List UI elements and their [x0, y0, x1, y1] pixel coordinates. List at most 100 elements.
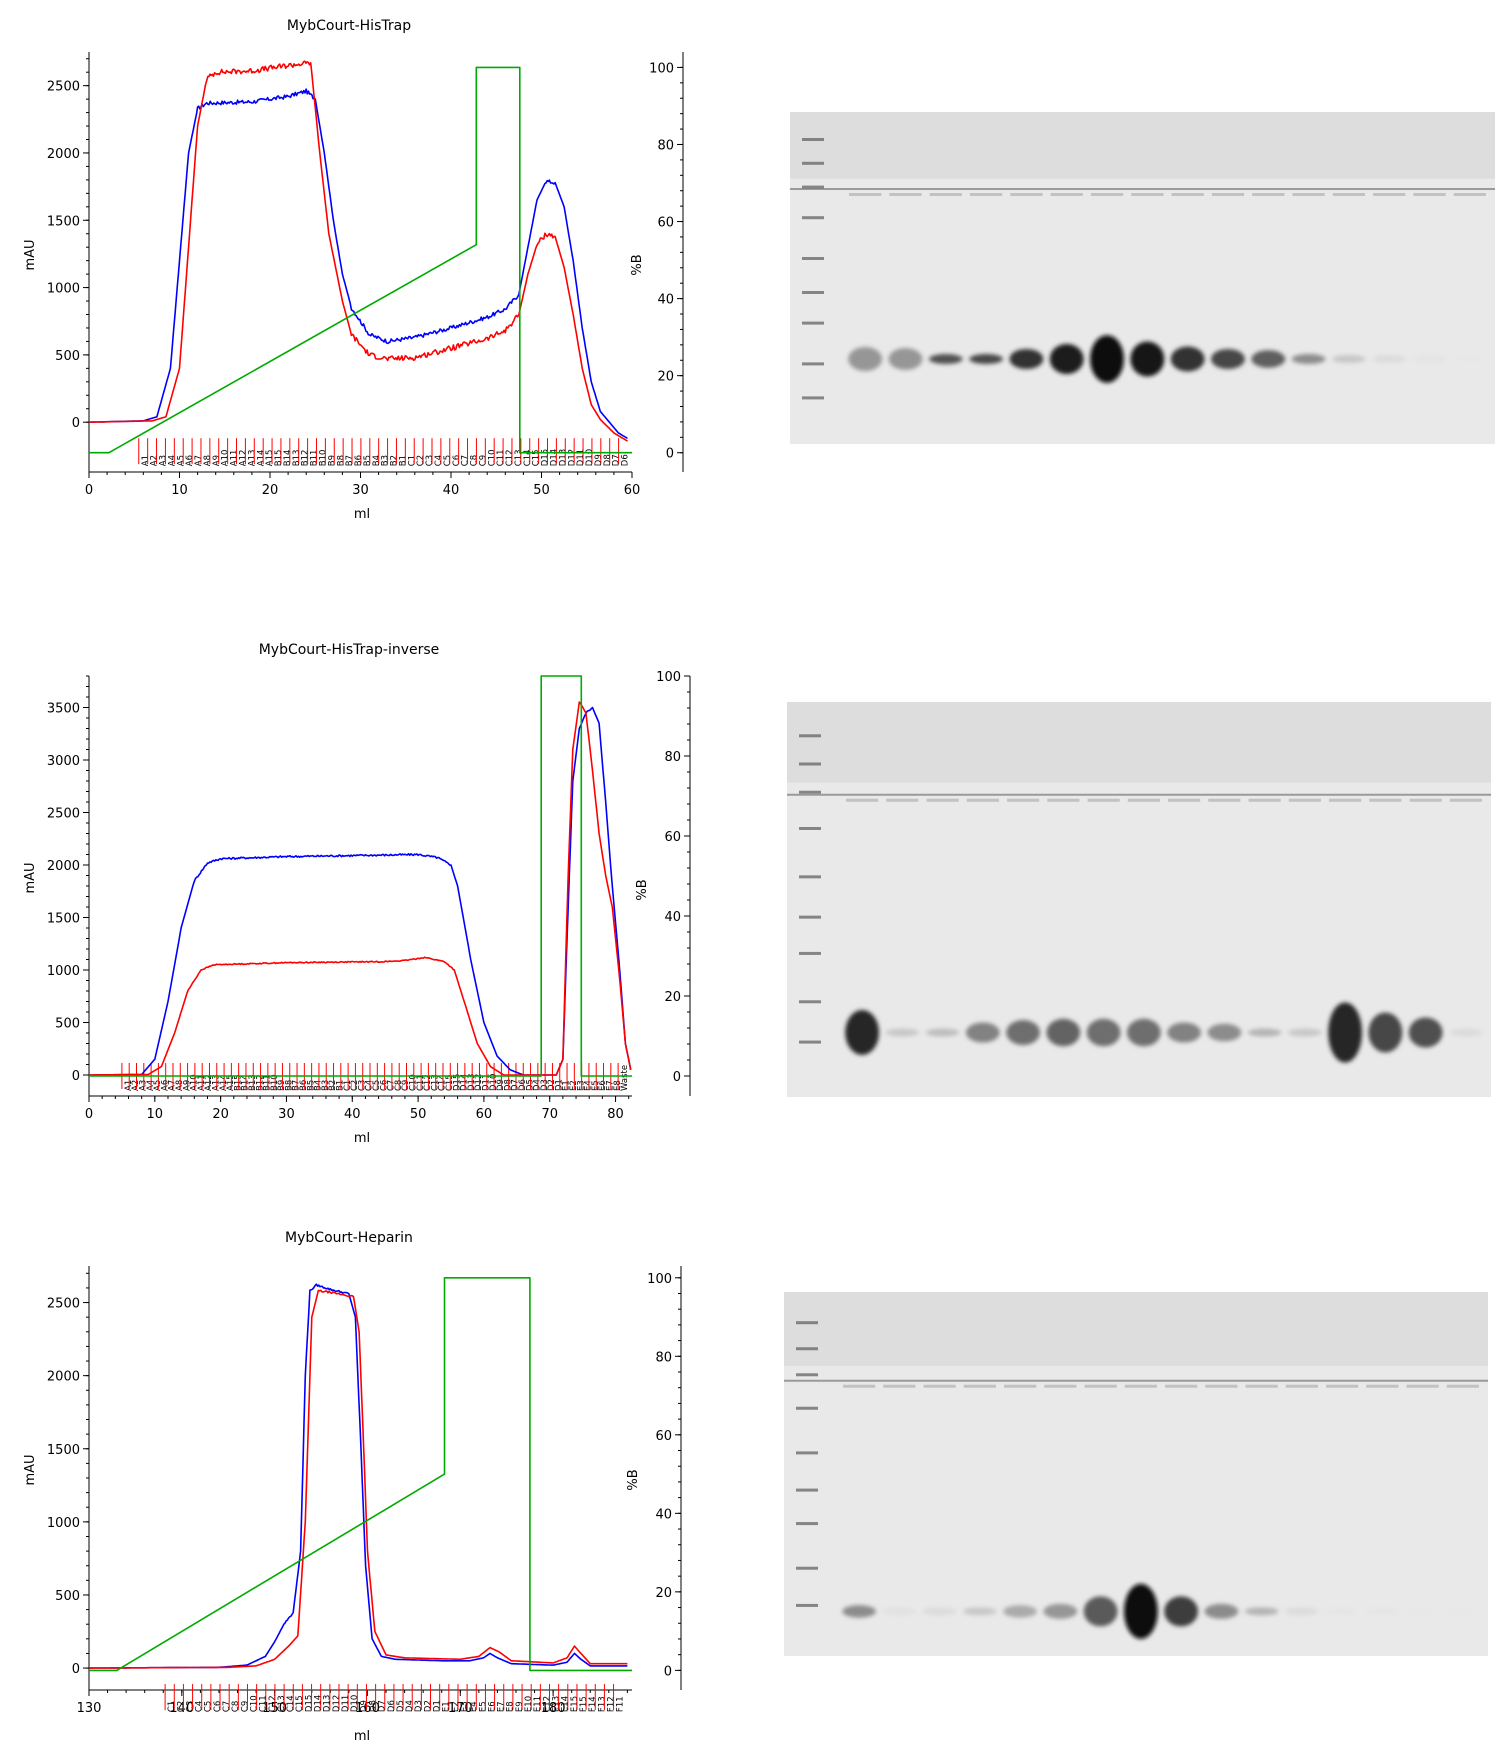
fraction-label: A6	[185, 455, 195, 466]
x-tick-label: 50	[410, 1107, 427, 1122]
fraction-label: D10	[350, 1695, 360, 1712]
gel-band	[925, 1028, 960, 1037]
fraction-label: D7	[378, 1700, 388, 1712]
gel-minor-band	[1211, 193, 1245, 196]
gel-band	[1009, 349, 1044, 369]
fraction-label: A5	[176, 455, 186, 466]
gel-minor-band	[1366, 1384, 1399, 1388]
ladder-band	[802, 257, 824, 260]
x-axis-label: ml	[354, 507, 370, 522]
gel-band	[1251, 350, 1286, 368]
gel-band	[1448, 1028, 1483, 1037]
x-tick-label: 20	[212, 1107, 229, 1122]
y2-tick-label: 100	[647, 1272, 672, 1287]
ladder-band	[796, 1347, 818, 1351]
fraction-label: D13	[323, 1695, 333, 1712]
gel-band	[1244, 1607, 1279, 1616]
conc-trace	[89, 1277, 632, 1672]
ladder-band	[796, 1406, 818, 1410]
gel-minor-band	[1165, 1384, 1198, 1388]
gel-band	[1123, 1583, 1158, 1639]
fraction-label: A14	[256, 450, 266, 467]
uv280-trace	[89, 88, 628, 440]
ladder-band	[802, 321, 824, 325]
gel-minor-band	[969, 193, 1003, 196]
gel-band	[1167, 1022, 1202, 1043]
fraction-label: E3	[460, 1701, 470, 1712]
x-tick-label: 130	[77, 1701, 102, 1716]
fraction-label: D3	[414, 1700, 424, 1712]
gel-minor-band	[1453, 193, 1486, 196]
ladder-band	[796, 1566, 818, 1570]
fraction-label: Waste	[620, 1065, 630, 1091]
y-tick-label: 1000	[47, 282, 80, 297]
ladder-band	[799, 875, 821, 879]
fraction-label: D12	[332, 1695, 342, 1712]
gel-band	[1372, 355, 1407, 363]
fraction-label: F15	[579, 1696, 589, 1712]
fraction-label: A2	[150, 455, 160, 466]
gel-minor-band	[846, 798, 879, 802]
ladder-band	[802, 362, 824, 366]
chart-panel-heparin: MybCourt-Heparin mAU %B ml 0500100015002…	[23, 1230, 682, 1744]
x-tick-label: 80	[607, 1107, 624, 1122]
x-tick-label: 60	[624, 483, 641, 498]
y-tick-label: 0	[72, 416, 80, 431]
fraction-label: D5	[396, 1700, 406, 1712]
chart-panel-histrap: MybCourt-HisTrap mAU %B ml 0500100015002…	[23, 18, 684, 522]
gel-band	[1083, 1596, 1118, 1627]
x-tick-label: 10	[147, 1107, 164, 1122]
y-tick-label: 2000	[47, 1370, 80, 1385]
gel-band	[1086, 1018, 1121, 1047]
fraction-label: E10	[524, 1696, 534, 1712]
y2-tick-label: 20	[657, 370, 674, 385]
fraction-label: C13	[277, 1695, 287, 1712]
gel-band	[922, 1607, 957, 1616]
gel-band	[1368, 1012, 1403, 1053]
gel-minor-band	[1332, 193, 1366, 196]
x-tick-label: 170	[448, 1701, 473, 1716]
y2-tick-label: 100	[649, 61, 674, 76]
fraction-label: C3	[425, 455, 435, 466]
fraction-label: B2	[390, 455, 400, 466]
gel-minor-band	[1449, 798, 1482, 802]
fraction-label: F14	[588, 1696, 598, 1712]
fraction-label: D8	[603, 454, 613, 466]
uv260-trace	[89, 701, 632, 1076]
fraction-label: A7	[194, 455, 204, 466]
ladder-band	[796, 1373, 818, 1377]
fraction-label: A10	[221, 450, 231, 467]
y2-axis-label: %B	[626, 1469, 641, 1490]
x-tick-label: 40	[443, 483, 460, 498]
gel-band	[969, 354, 1004, 364]
gel-band	[928, 354, 963, 364]
fraction-label: C6	[213, 1701, 223, 1712]
gel-minor-band	[1406, 1384, 1439, 1388]
fraction-label: C2	[416, 455, 426, 466]
gel-minor-band	[889, 193, 922, 196]
fraction-label: A13	[247, 450, 257, 467]
uv280-trace	[89, 1283, 628, 1669]
gel-minor-band	[1171, 193, 1204, 196]
x-tick-label: 0	[85, 1107, 93, 1122]
y2-tick-label: 40	[655, 1507, 672, 1522]
fraction-label: D7	[612, 454, 622, 466]
gel-minor-band	[1409, 798, 1442, 802]
y-tick-label: 2000	[47, 147, 80, 162]
gel-band	[1291, 354, 1326, 364]
gel-minor-band	[1446, 1384, 1479, 1388]
y2-tick-label: 60	[664, 830, 681, 845]
gel-band	[1130, 341, 1165, 377]
fraction-label: E2	[451, 1701, 461, 1712]
fraction-label: C4	[195, 1701, 205, 1712]
fraction-label: D8	[368, 1700, 378, 1712]
y2-tick-label: 0	[666, 447, 674, 462]
y-tick-label: 1000	[47, 964, 80, 979]
fraction-label: E14	[561, 1696, 571, 1712]
fraction-label: C15	[295, 1695, 305, 1712]
gel-band	[1412, 355, 1447, 363]
y-tick-label: 1500	[47, 912, 80, 927]
ladder-band	[796, 1488, 818, 1492]
ladder-band	[799, 915, 821, 919]
